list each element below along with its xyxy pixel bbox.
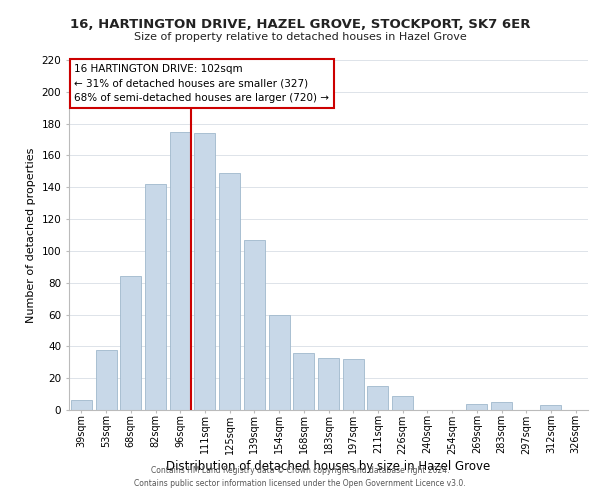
- Bar: [269, 314, 290, 410]
- Bar: [71, 400, 92, 410]
- Y-axis label: Number of detached properties: Number of detached properties: [26, 148, 36, 322]
- Bar: [491, 402, 512, 410]
- Bar: [466, 404, 487, 410]
- Bar: [219, 173, 240, 410]
- Bar: [367, 386, 388, 410]
- Bar: [170, 132, 191, 410]
- Text: 16, HARTINGTON DRIVE, HAZEL GROVE, STOCKPORT, SK7 6ER: 16, HARTINGTON DRIVE, HAZEL GROVE, STOCK…: [70, 18, 530, 30]
- Text: Contains HM Land Registry data © Crown copyright and database right 2024.
Contai: Contains HM Land Registry data © Crown c…: [134, 466, 466, 487]
- Text: Size of property relative to detached houses in Hazel Grove: Size of property relative to detached ho…: [134, 32, 466, 42]
- Bar: [95, 350, 116, 410]
- Bar: [145, 184, 166, 410]
- Bar: [392, 396, 413, 410]
- Bar: [244, 240, 265, 410]
- X-axis label: Distribution of detached houses by size in Hazel Grove: Distribution of detached houses by size …: [166, 460, 491, 473]
- Text: 16 HARTINGTON DRIVE: 102sqm
← 31% of detached houses are smaller (327)
68% of se: 16 HARTINGTON DRIVE: 102sqm ← 31% of det…: [74, 64, 329, 103]
- Bar: [318, 358, 339, 410]
- Bar: [194, 133, 215, 410]
- Bar: [343, 359, 364, 410]
- Bar: [293, 352, 314, 410]
- Bar: [541, 405, 562, 410]
- Bar: [120, 276, 141, 410]
